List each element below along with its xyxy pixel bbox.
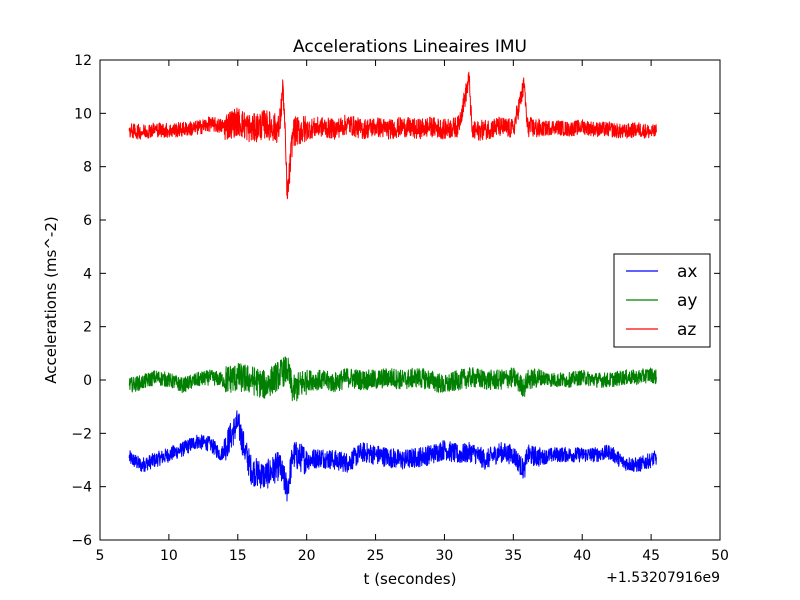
x-tick-label: 25 — [367, 548, 385, 564]
x-tick-label: 10 — [160, 548, 178, 564]
x-tick-label: 20 — [298, 548, 316, 564]
y-axis-label: Accelerations (ms^-2) — [42, 216, 60, 383]
x-axis-offset-label: +1.53207916e9 — [606, 570, 720, 586]
y-tick-label: 2 — [83, 320, 92, 336]
y-tick-label: 8 — [83, 160, 92, 176]
x-tick-label: 35 — [504, 548, 522, 564]
x-tick-label: 30 — [436, 548, 454, 564]
x-tick-label: 45 — [642, 548, 660, 564]
y-tick-label: 4 — [83, 266, 92, 282]
x-tick-label: 5 — [96, 548, 105, 564]
tick-layer: 5 10 15 20 25 30 35 40 45 50 −6 −4 −2 0 2 4 6 8 10 12 — [71, 53, 729, 564]
series-line-ay — [128, 356, 657, 402]
x-tick-label: 15 — [229, 548, 247, 564]
y-tick-label: 12 — [74, 53, 92, 69]
x-tick-label: 40 — [573, 548, 591, 564]
series-line-az — [128, 71, 657, 200]
legend-label-ax: ax — [677, 262, 697, 282]
y-tick-label: 10 — [74, 106, 92, 122]
legend-label-az: az — [677, 320, 696, 340]
series-layer — [128, 71, 657, 502]
y-tick-label: 6 — [83, 213, 92, 229]
y-tick-label: 0 — [83, 373, 92, 389]
legend-label-ay: ay — [677, 291, 697, 311]
x-axis-label: t (secondes) — [364, 570, 457, 588]
y-tick-label: −6 — [71, 533, 92, 549]
chart-title: Accelerations Lineaires IMU — [293, 37, 527, 57]
plot-frame — [99, 59, 721, 541]
y-tick-label: −2 — [71, 426, 92, 442]
x-tick-label: 50 — [711, 548, 729, 564]
y-tick-label: −4 — [71, 480, 92, 496]
legend: ax ay az — [613, 253, 711, 348]
series-line-ax — [128, 410, 657, 502]
